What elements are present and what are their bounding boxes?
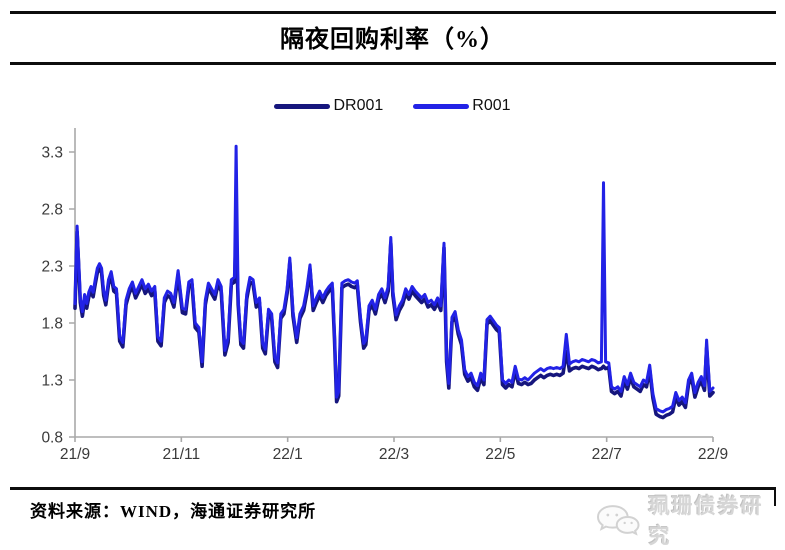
- x-tick-label: 21/9: [60, 446, 90, 463]
- x-tick-label: 22/1: [273, 446, 303, 463]
- x-tick-label: 22/9: [698, 446, 728, 463]
- brand-logo: 珮珊债券研究: [595, 490, 785, 550]
- x-tick-label: 22/3: [379, 446, 409, 463]
- dr001-series-line: [75, 232, 713, 418]
- wechat-bubbles-icon: [595, 503, 641, 537]
- y-tick-label: 2.3: [41, 259, 63, 276]
- y-tick-label: 2.8: [41, 202, 63, 219]
- x-tick-label: 22/5: [485, 446, 515, 463]
- y-tick-label: 0.8: [41, 430, 63, 447]
- y-tick-label: 3.3: [41, 145, 63, 162]
- x-tick-label: 21/11: [163, 446, 201, 463]
- brand-logo-text: 珮珊债券研究: [649, 490, 785, 550]
- y-tick-label: 1.3: [41, 373, 63, 390]
- x-tick-label: 22/7: [592, 446, 622, 463]
- line-chart: 0.8 1.3 1.8 2.3 2.8 3.3 21/9 21/11 22/1 22/3 22/5 2…: [0, 0, 785, 475]
- y-tick-label: 1.8: [41, 316, 63, 333]
- source-note: 资料来源：WIND，海通证券研究所: [30, 497, 316, 522]
